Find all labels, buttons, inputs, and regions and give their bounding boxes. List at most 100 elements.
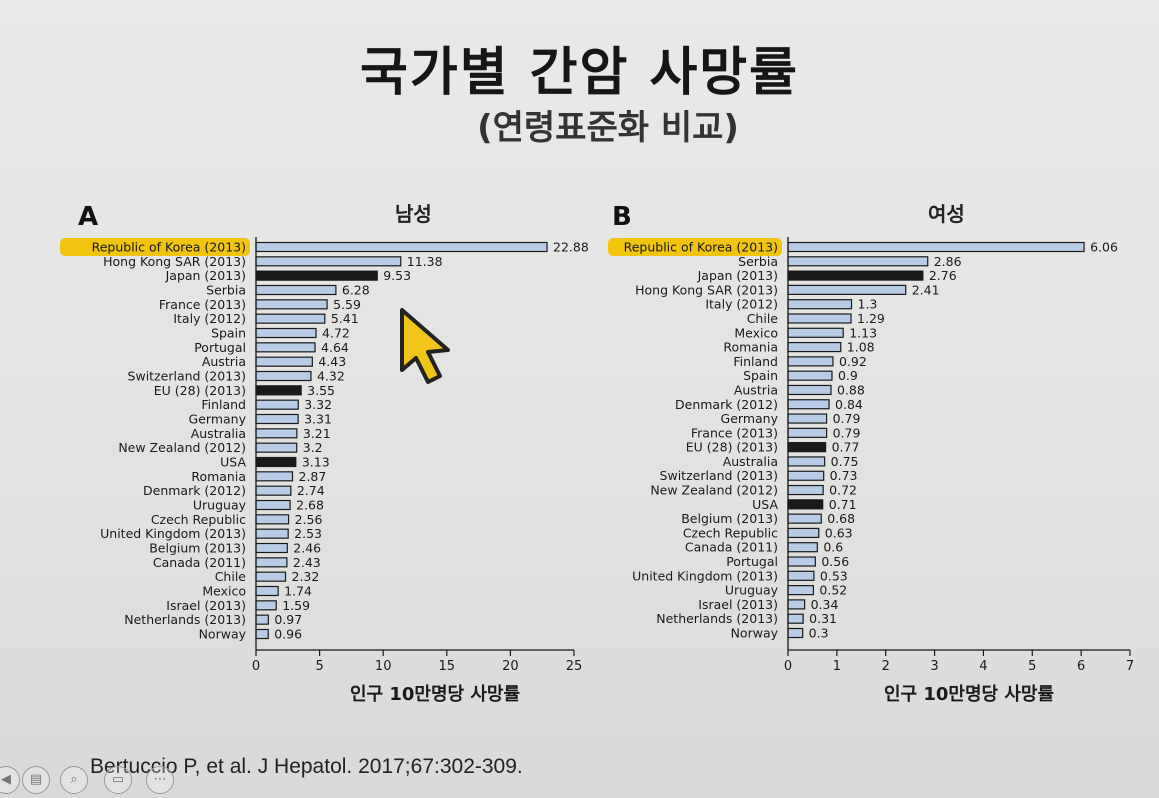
value-label-portugal: 4.64 [321, 340, 349, 355]
category-label-new-zealand-2012: New Zealand (2012) [118, 440, 246, 455]
value-label-israel-2013: 0.34 [811, 597, 839, 612]
value-label-canada-2011: 0.6 [823, 540, 843, 555]
category-label-denmark-2012: Denmark (2012) [675, 397, 778, 412]
category-label-norway: Norway [199, 627, 247, 642]
x-tick-label-1: 1 [833, 659, 841, 674]
citation: Bertuccio P, et al. J Hepatol. 2017;67:3… [90, 755, 523, 778]
value-label-united-kingdom-2013: 2.53 [294, 526, 322, 541]
value-label-mexico: 1.13 [849, 325, 877, 340]
category-label-chile: Chile [215, 569, 247, 584]
x-tick-label-15: 15 [439, 659, 456, 674]
value-label-israel-2013: 1.59 [282, 598, 310, 613]
x-tick-label-5: 5 [1028, 659, 1036, 674]
panel-letter-b: B [612, 202, 632, 232]
category-label-hong-kong-sar-2013: Hong Kong SAR (2013) [635, 282, 778, 297]
category-label-republic-of-korea-2013: Republic of Korea (2013) [624, 240, 778, 255]
value-label-uruguay: 2.68 [296, 498, 324, 513]
panel-title-male: 남성 [395, 202, 432, 226]
category-label-romania: Romania [723, 340, 778, 355]
bar-switzerland-2013 [787, 470, 825, 481]
bar-united-kingdom-2013 [787, 570, 815, 581]
value-label-uruguay: 0.52 [819, 583, 847, 598]
bar-uruguay [787, 585, 815, 596]
category-label-romania: Romania [191, 469, 246, 484]
value-label-netherlands-2013: 0.31 [809, 611, 837, 626]
category-label-switzerland-2013: Switzerland (2013) [660, 468, 778, 483]
bar-canada-2011 [787, 542, 818, 553]
category-label-australia: Australia [191, 426, 246, 441]
bar-netherlands-2013 [787, 613, 804, 624]
category-label-uruguay: Uruguay [193, 498, 247, 513]
category-label-united-kingdom-2013: United Kingdom (2013) [632, 568, 778, 583]
value-label-france-2013: 5.59 [333, 297, 361, 312]
slides-icon[interactable]: ▤ [22, 766, 50, 794]
category-label-eu-28-2013: EU (28) (2013) [154, 383, 246, 398]
category-label-chile: Chile [747, 311, 779, 326]
bar-eu-28-2013 [787, 442, 827, 453]
value-label-japan-2013: 9.53 [383, 268, 411, 283]
category-label-new-zealand-2012: New Zealand (2012) [650, 483, 778, 498]
more-icon[interactable]: ⋯ [146, 766, 174, 794]
category-label-spain: Spain [743, 368, 778, 383]
screen-icon[interactable]: ▭ [104, 766, 132, 794]
category-label-germany: Germany [721, 411, 779, 426]
category-label-usa: USA [220, 455, 246, 470]
value-label-eu-28-2013: 3.55 [307, 383, 335, 398]
category-label-uruguay: Uruguay [725, 583, 779, 598]
panel-letter-a: A [78, 202, 99, 232]
back-icon[interactable]: ◀ [0, 766, 20, 794]
bar-portugal [787, 556, 816, 567]
x-tick-label-0: 0 [784, 659, 792, 674]
value-label-australia: 3.21 [303, 426, 331, 441]
bar-romania [787, 341, 842, 353]
category-label-israel-2013: Israel (2013) [698, 597, 778, 612]
category-label-germany: Germany [189, 412, 247, 427]
category-label-austria: Austria [734, 382, 778, 397]
x-axis-label: 인구 10만명당 사망률 [350, 684, 520, 705]
category-label-austria: Austria [202, 354, 246, 369]
category-label-canada-2011: Canada (2011) [685, 540, 778, 555]
value-label-spain: 0.9 [838, 368, 858, 383]
value-label-new-zealand-2012: 0.72 [829, 483, 857, 498]
bar-hong-kong-sar-2013 [787, 284, 907, 295]
value-label-switzerland-2013: 4.32 [317, 369, 345, 384]
bar-mexico [787, 327, 844, 338]
value-label-chile: 1.29 [857, 311, 885, 326]
bar-spain [787, 370, 833, 381]
x-axis-label: 인구 10만명당 사망률 [884, 684, 1054, 705]
value-label-austria: 0.88 [837, 382, 865, 397]
value-label-australia: 0.75 [831, 454, 859, 469]
x-tick-label-7: 7 [1126, 659, 1134, 674]
bar-israel-2013 [787, 599, 806, 610]
value-label-chile: 2.32 [292, 569, 320, 584]
category-label-netherlands-2013: Netherlands (2013) [656, 611, 778, 626]
value-label-usa: 3.13 [302, 455, 330, 470]
value-label-finland: 0.92 [839, 354, 867, 369]
value-label-republic-of-korea-2013: 6.06 [1090, 240, 1118, 255]
highlight-republic-of-korea-2013 [608, 238, 782, 256]
category-label-belgium-2013: Belgium (2013) [149, 541, 246, 556]
category-label-czech-republic: Czech Republic [683, 525, 778, 540]
value-label-canada-2011: 2.43 [293, 555, 321, 570]
value-label-hong-kong-sar-2013: 11.38 [407, 254, 443, 269]
category-label-mexico: Mexico [734, 325, 778, 340]
bar-belgium-2013 [787, 513, 822, 524]
zoom-icon[interactable]: ⌕ [60, 766, 88, 794]
value-label-spain: 4.72 [322, 326, 350, 341]
value-label-belgium-2013: 2.46 [293, 541, 321, 556]
value-label-belgium-2013: 0.68 [827, 511, 855, 526]
bar-finland [787, 356, 834, 367]
category-label-switzerland-2013: Switzerland (2013) [128, 369, 246, 384]
panel-title-female: 여성 [928, 202, 965, 226]
bar-australia [787, 456, 826, 467]
category-label-hong-kong-sar-2013: Hong Kong SAR (2013) [103, 254, 246, 269]
category-label-italy-2012: Italy (2012) [705, 297, 778, 312]
value-label-denmark-2012: 0.84 [835, 397, 863, 412]
cursor-arrow-icon [400, 308, 450, 384]
bar-usa [787, 499, 824, 510]
category-label-italy-2012: Italy (2012) [173, 311, 246, 326]
category-label-norway: Norway [731, 626, 779, 641]
category-label-usa: USA [752, 497, 778, 512]
